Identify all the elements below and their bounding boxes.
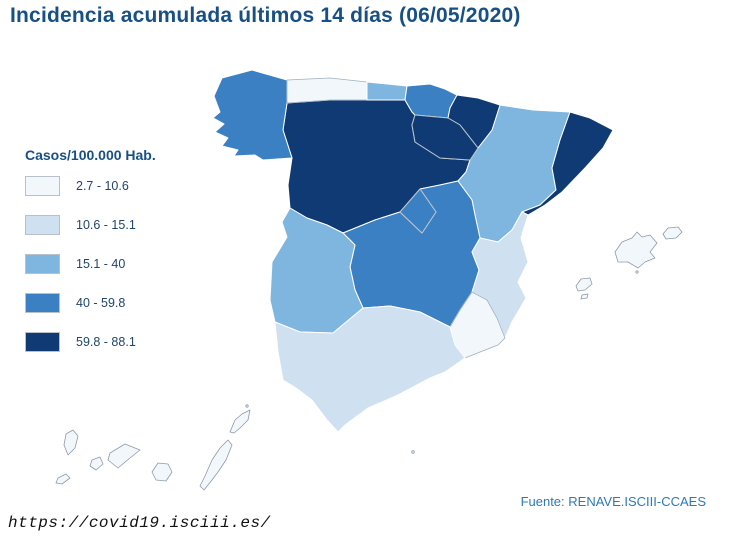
region-madrid xyxy=(399,188,437,234)
legend-label: 10.6 - 15.1 xyxy=(76,218,136,232)
region-melilla xyxy=(411,450,415,454)
region-cantabria xyxy=(366,81,408,101)
legend-swatch xyxy=(25,215,60,235)
region-andalucia xyxy=(274,305,466,433)
island-menorca xyxy=(662,226,683,240)
island-la-palma xyxy=(63,429,79,456)
legend-label: 59.8 - 88.1 xyxy=(76,335,136,349)
source-url: https://covid19.isciii.es/ xyxy=(8,514,271,532)
legend: Casos/100.000 Hab. 2.7 - 10.6 10.6 - 15.1… xyxy=(25,147,185,372)
legend-row: 15.1 - 40 xyxy=(25,254,185,274)
region-canarias-group xyxy=(55,404,251,491)
island-cabrera xyxy=(635,270,639,274)
legend-swatch xyxy=(25,176,60,196)
legend-rows: 2.7 - 10.6 10.6 - 15.1 15.1 - 40 40 - 59.8 5… xyxy=(25,176,185,352)
legend-label: 40 - 59.8 xyxy=(76,296,126,310)
region-murcia xyxy=(449,291,506,359)
legend-row: 2.7 - 10.6 xyxy=(25,176,185,196)
legend-label: 15.1 - 40 xyxy=(76,257,126,271)
legend-swatch xyxy=(25,332,60,352)
region-asturias xyxy=(286,77,368,104)
legend-label: 2.7 - 10.6 xyxy=(76,179,129,193)
island-formentera xyxy=(580,293,589,300)
legend-swatch xyxy=(25,254,60,274)
island-mallorca xyxy=(614,231,658,269)
island-lanzarote xyxy=(229,409,251,434)
island-gran-canaria xyxy=(151,462,173,482)
island-fuerteventura xyxy=(199,439,233,491)
region-cataluna xyxy=(521,111,614,216)
legend-row: 59.8 - 88.1 xyxy=(25,332,185,352)
island-ibiza xyxy=(575,277,593,292)
legend-swatch xyxy=(25,293,60,313)
legend-row: 40 - 59.8 xyxy=(25,293,185,313)
region-la-rioja xyxy=(411,114,479,161)
island-la-gomera xyxy=(89,456,104,471)
island-el-hierro xyxy=(55,473,71,485)
island-la-graciosa xyxy=(245,404,249,408)
region-galicia xyxy=(212,69,293,161)
legend-row: 10.6 - 15.1 xyxy=(25,215,185,235)
region-baleares-group xyxy=(575,226,683,300)
source-attribution: Fuente: RENAVE.ISCIII-CCAES xyxy=(520,494,706,509)
legend-title: Casos/100.000 Hab. xyxy=(25,147,156,163)
island-tenerife xyxy=(107,443,141,469)
page-title: Incidencia acumulada últimos 14 días (06… xyxy=(10,4,521,27)
